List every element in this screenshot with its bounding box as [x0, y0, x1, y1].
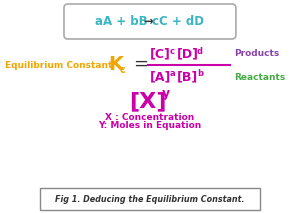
Text: Y: Moles in Equation: Y: Moles in Equation — [98, 121, 202, 131]
Text: a: a — [170, 69, 176, 79]
Text: c: c — [170, 46, 175, 56]
Text: [B]: [B] — [177, 71, 198, 83]
Text: aA + bB: aA + bB — [95, 15, 148, 28]
Text: Reactants: Reactants — [234, 72, 285, 82]
Text: Equilibrium Constant: Equilibrium Constant — [5, 60, 112, 69]
Text: →: → — [143, 15, 153, 28]
Text: cC + dD: cC + dD — [152, 15, 204, 28]
Text: [D]: [D] — [177, 47, 199, 60]
Text: =: = — [133, 55, 148, 73]
Text: b: b — [197, 69, 203, 79]
Text: d: d — [197, 46, 203, 56]
Text: Fig 1. Deducing the Equilibrium Constant.: Fig 1. Deducing the Equilibrium Constant… — [55, 194, 245, 203]
FancyBboxPatch shape — [40, 188, 260, 210]
Text: [C]: [C] — [150, 47, 171, 60]
Text: [X]: [X] — [129, 91, 167, 111]
Text: K: K — [108, 55, 123, 73]
Text: y: y — [162, 88, 170, 101]
Text: c: c — [120, 65, 126, 75]
Text: Products: Products — [234, 49, 279, 59]
FancyBboxPatch shape — [64, 4, 236, 39]
Text: X : Concentration: X : Concentration — [105, 112, 195, 121]
Text: [A]: [A] — [150, 71, 171, 83]
